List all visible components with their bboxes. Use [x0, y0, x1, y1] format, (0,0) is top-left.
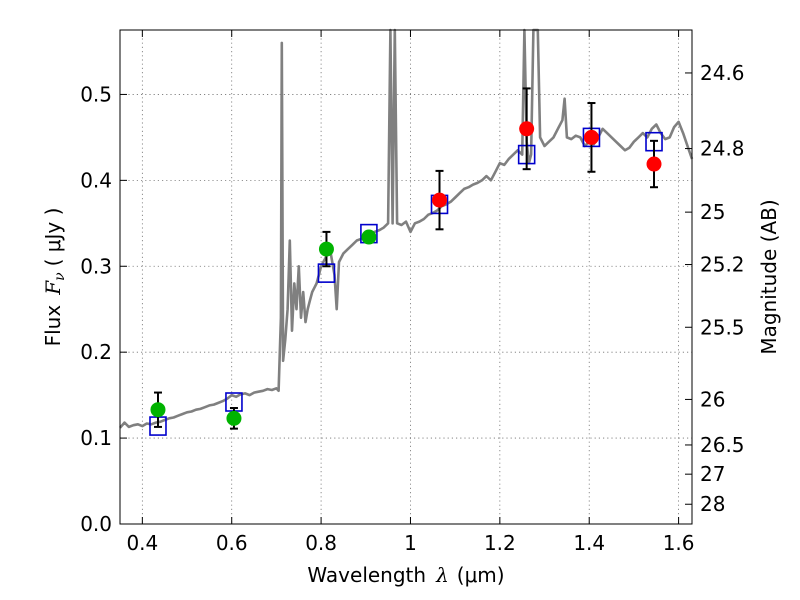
photometry-point: [318, 241, 334, 257]
right-tick-label: 25.5: [700, 315, 745, 339]
x-axis-title: Wavelength λ (μm): [307, 563, 504, 587]
right-tick-label: 26: [700, 387, 725, 411]
spectrum-layer: [119, 28, 694, 429]
y-tick-label: 0.0: [80, 512, 112, 536]
x-tick-label: 1.6: [663, 531, 695, 555]
y-tick-label: 0.3: [80, 254, 112, 278]
photometry-point: [361, 229, 377, 245]
right-axis-title: Magnitude (AB): [757, 199, 781, 354]
y-tick-label: 0.5: [80, 82, 112, 106]
grid-layer: [120, 30, 692, 525]
photometry-point: [519, 121, 535, 137]
right-tick-label: 26.5: [700, 433, 745, 457]
right-tick-label: 25.2: [700, 253, 745, 277]
x-tick-label: 0.6: [216, 531, 248, 555]
x-tick-label: 0.4: [126, 531, 158, 555]
spectrum-line: [119, 28, 694, 429]
tick-layer: 0.4 0.6 0.8 1 1.2 1.4 1.6 0.0 0.1 0.2 0.3 0.4 0.5 24.…: [80, 30, 745, 555]
x-tick-label: 1: [404, 531, 417, 555]
right-tick-label: 25: [700, 200, 725, 224]
x-tick-label: 1.4: [573, 531, 605, 555]
right-tick-label: 28: [700, 492, 725, 516]
y-axis-title: FluxFν( μJy ): [41, 208, 68, 347]
y-tick-label: 0.4: [80, 168, 112, 192]
photometry-point: [432, 192, 448, 208]
x-tick-label: 1.2: [484, 531, 516, 555]
right-tick-label: 24.8: [700, 137, 745, 161]
y-tick-label: 0.2: [80, 340, 112, 364]
y-tick-label: 0.1: [80, 426, 112, 450]
right-tick-label: 27: [700, 462, 725, 486]
right-tick-label: 24.6: [700, 61, 745, 85]
x-tick-label: 0.8: [305, 531, 337, 555]
photometry-point: [646, 156, 662, 172]
photometry-point: [583, 129, 599, 145]
plot-frame: [119, 29, 693, 525]
marker-layer: [149, 87, 663, 436]
photometry-point: [150, 402, 166, 418]
photometry-point: [226, 410, 242, 426]
